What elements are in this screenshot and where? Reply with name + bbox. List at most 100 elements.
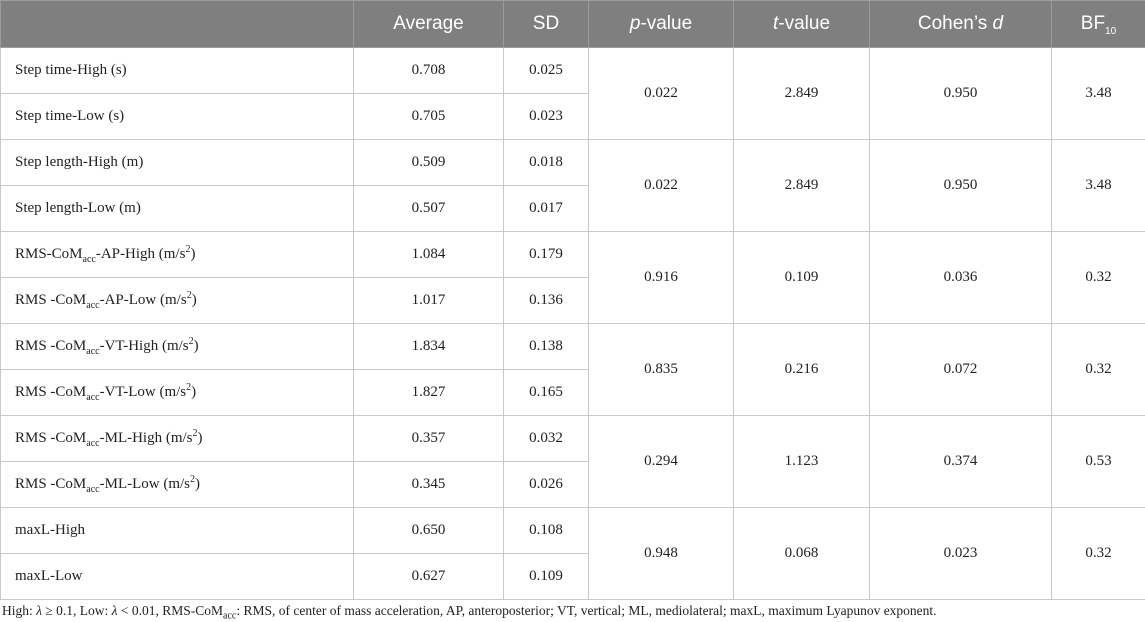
bf10-value: 3.48 <box>1051 139 1145 232</box>
t-value: 2.849 <box>733 139 870 232</box>
table-row: Step length-High (m) 0.509 0.018 0.022 2… <box>0 139 1145 232</box>
squared-superscript: 2 <box>185 244 191 255</box>
label-mid: -ML-Low (m/s <box>99 476 191 492</box>
label-suffix: ) <box>193 338 199 354</box>
row-label: RMS -CoMacc-VT-High (m/s2) <box>0 323 354 370</box>
cohens-d-value: 0.036 <box>869 231 1052 324</box>
footnote-text: ≥ 0.1, Low: <box>42 603 112 618</box>
acc-subscript: acc <box>86 346 100 357</box>
average-value: 0.357 <box>353 415 504 462</box>
row-label: RMS -CoMacc-ML-High (m/s2) <box>0 415 354 462</box>
average-value: 1.827 <box>353 369 504 416</box>
cohens-text: Cohen’s <box>917 13 993 34</box>
row-label: maxL-High <box>0 507 354 554</box>
row-label: RMS -CoMacc-AP-Low (m/s2) <box>0 277 354 324</box>
label-mid: -AP-Low (m/s <box>99 292 187 308</box>
table-row: RMS-CoMacc-AP-High (m/s2) 1.084 0.179 0.… <box>0 231 1145 324</box>
acc-subscript: acc <box>223 610 237 622</box>
row-label: RMS -CoMacc-VT-Low (m/s2) <box>0 369 354 416</box>
average-value: 0.627 <box>353 553 504 600</box>
bf10-value: 0.32 <box>1051 507 1145 600</box>
label-suffix: ) <box>191 292 197 308</box>
p-value: 0.022 <box>588 139 734 232</box>
t-value: 0.068 <box>733 507 870 600</box>
acc-subscript: acc <box>82 254 96 265</box>
average-value: 0.509 <box>353 139 504 186</box>
lambda-symbol: λ <box>36 603 42 618</box>
p-symbol: p <box>629 13 641 34</box>
row-label: RMS-CoMacc-AP-High (m/s2) <box>0 231 354 278</box>
table-footnote: High: λ ≥ 0.1, Low: λ < 0.01, RMS-CoMacc… <box>2 603 937 622</box>
sd-value: 0.025 <box>503 47 589 94</box>
header-p-value: p-value <box>588 0 734 48</box>
sd-value: 0.023 <box>503 93 589 140</box>
p-value: 0.022 <box>588 47 734 140</box>
t-value: 0.109 <box>733 231 870 324</box>
sd-value: 0.165 <box>503 369 589 416</box>
label-mid: -VT-High (m/s <box>99 338 189 354</box>
table-row: RMS -CoMacc-AP-Low (m/s2) 1.017 0.136 <box>0 277 1145 324</box>
sd-value: 0.138 <box>503 323 589 370</box>
table-row: RMS -CoMacc-VT-Low (m/s2) 1.827 0.165 <box>0 369 1145 416</box>
row-label: Step time-High (s) <box>0 47 354 94</box>
row-label: Step length-High (m) <box>0 139 354 186</box>
header-row: Average SD p-value t-value Cohen’s d BF1… <box>0 0 1145 48</box>
row-label: Step length-Low (m) <box>0 185 354 232</box>
average-value: 0.345 <box>353 461 504 508</box>
p-value: 0.916 <box>588 231 734 324</box>
bf10-value: 3.48 <box>1051 47 1145 140</box>
table-row: RMS -CoMacc-ML-High (m/s2) 0.357 0.032 0… <box>0 415 1145 508</box>
label-prefix: RMS-CoM <box>15 246 83 262</box>
acc-subscript: acc <box>86 392 100 403</box>
label-prefix: RMS -CoM <box>15 430 87 446</box>
label-suffix: ) <box>191 384 197 400</box>
footnote-text: High: <box>2 603 37 618</box>
squared-superscript: 2 <box>188 336 194 347</box>
average-value: 1.834 <box>353 323 504 370</box>
header-average: Average <box>353 0 504 48</box>
t-value: 1.123 <box>733 415 870 508</box>
sd-value: 0.109 <box>503 553 589 600</box>
average-value: 0.650 <box>353 507 504 554</box>
squared-superscript: 2 <box>186 290 192 301</box>
squared-superscript: 2 <box>186 382 192 393</box>
header-t-value: t-value <box>733 0 870 48</box>
label-suffix: ) <box>190 246 196 262</box>
sd-value: 0.136 <box>503 277 589 324</box>
cohens-d-value: 0.072 <box>869 323 1052 416</box>
t-value: 0.216 <box>733 323 870 416</box>
sd-value: 0.032 <box>503 415 589 462</box>
p-value: 0.835 <box>588 323 734 416</box>
bf-base: BF <box>1080 13 1106 34</box>
footnote-text: : RMS, of center of mass acceleration, A… <box>236 603 937 618</box>
t-symbol: t <box>772 13 779 34</box>
sd-value: 0.018 <box>503 139 589 186</box>
average-value: 0.507 <box>353 185 504 232</box>
header-bf10: BF10 <box>1051 0 1145 48</box>
table-row: Step time-Low (s) 0.705 0.023 <box>0 93 1145 140</box>
bf10-value: 0.32 <box>1051 323 1145 416</box>
label-suffix: ) <box>197 430 203 446</box>
results-table: Average SD p-value t-value Cohen’s d BF1… <box>0 0 1145 600</box>
table-row: Step length-Low (m) 0.507 0.017 <box>0 185 1145 232</box>
acc-subscript: acc <box>86 300 100 311</box>
acc-subscript: acc <box>86 438 100 449</box>
t-value: 2.849 <box>733 47 870 140</box>
average-value: 1.084 <box>353 231 504 278</box>
label-prefix: RMS -CoM <box>15 476 87 492</box>
squared-superscript: 2 <box>192 428 198 439</box>
average-value: 0.705 <box>353 93 504 140</box>
header-label-cell <box>0 0 354 48</box>
label-prefix: RMS -CoM <box>15 338 87 354</box>
d-symbol: d <box>992 13 1004 34</box>
label-mid: -ML-High (m/s <box>99 430 193 446</box>
p-value: 0.294 <box>588 415 734 508</box>
average-value: 1.017 <box>353 277 504 324</box>
sd-value: 0.026 <box>503 461 589 508</box>
average-value: 0.708 <box>353 47 504 94</box>
label-prefix: RMS -CoM <box>15 292 87 308</box>
lambda-symbol: λ <box>111 603 118 618</box>
sd-value: 0.108 <box>503 507 589 554</box>
p-value-suffix: -value <box>640 13 693 34</box>
table-row: RMS -CoMacc-ML-Low (m/s2) 0.345 0.026 <box>0 461 1145 508</box>
